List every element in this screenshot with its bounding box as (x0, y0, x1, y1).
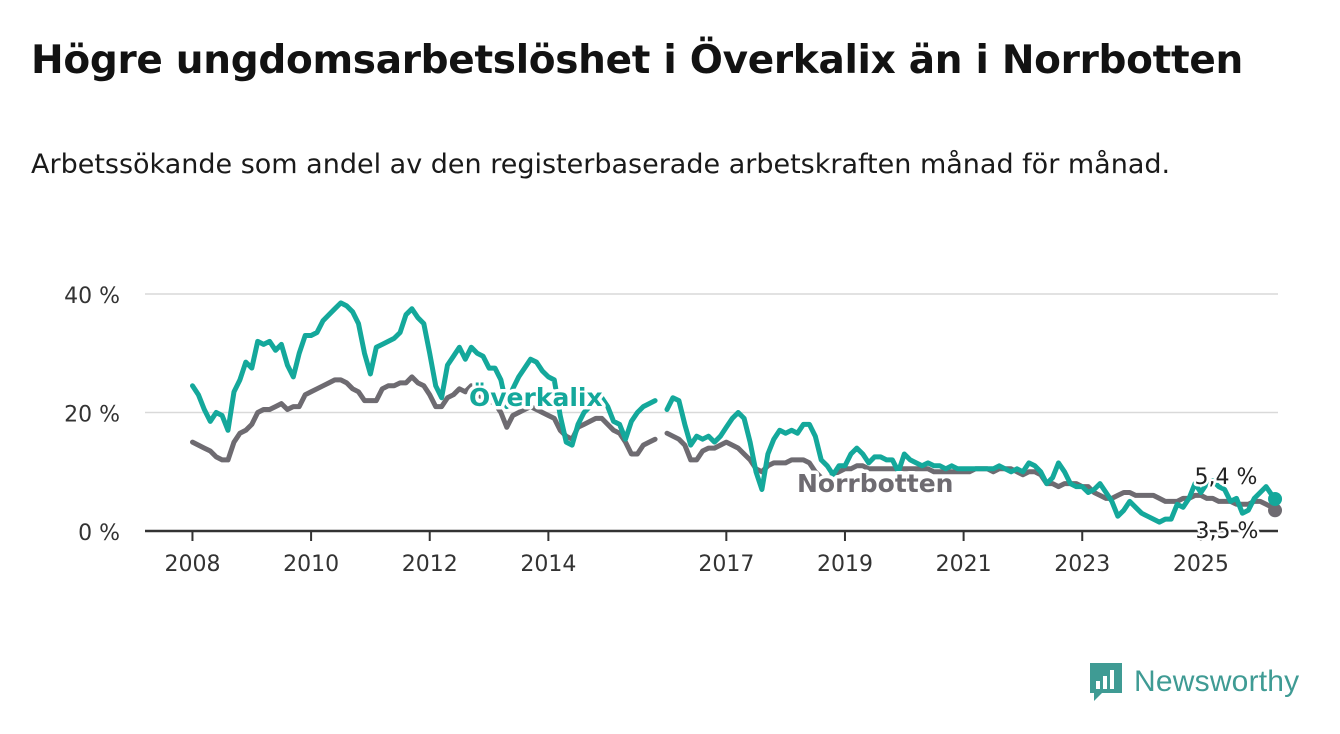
series-line-overkalix (664, 395, 1278, 525)
x-tick-label: 2017 (698, 552, 754, 577)
x-tick-label: 2025 (1173, 552, 1229, 577)
x-tick-label: 2014 (520, 552, 576, 577)
series-line-overkalix (190, 300, 658, 448)
end-label-overkalix: 5,4 % (1195, 465, 1258, 490)
end-point-overkalix (1268, 492, 1283, 507)
x-tick-label: 2010 (283, 552, 339, 577)
end-label-norrbotten-halo: 3,5 % (1196, 519, 1259, 544)
newsworthy-brand: Newsworthy (1088, 661, 1299, 703)
axes: 0 % 20 % 40 % 2008 2010 2012 2014 2017 2019 2021 2… (64, 284, 1278, 577)
series-label-norrbotten: Norrbotten (797, 469, 953, 498)
series-label-overkalix: Överkalix (469, 382, 603, 412)
y-tick-label: 0 % (78, 521, 120, 546)
x-tick-label: 2023 (1054, 552, 1110, 577)
line-chart: 0 % 20 % 40 % 2008 2010 2012 2014 2017 2019 2021 2… (64, 284, 1283, 577)
y-tick-label: 40 % (64, 284, 120, 309)
chart-subtitle: Arbetssökande som andel av den registerb… (31, 149, 1171, 180)
y-tick-label: 20 % (64, 403, 120, 428)
grid-lines (145, 293, 1278, 414)
brand-name: Newsworthy (1134, 665, 1300, 698)
x-tick-label: 2012 (402, 552, 458, 577)
x-tick-label: 2008 (164, 552, 220, 577)
x-tick-label: 2021 (936, 552, 992, 577)
x-tick-label: 2019 (817, 552, 873, 577)
end-label-overkalix-halo: 5,4 % (1195, 465, 1258, 490)
chart-title: Högre ungdomsarbetslöshet i Överkalix än… (31, 38, 1243, 83)
bar-chart-logo-icon (1090, 663, 1122, 701)
series-lines (190, 300, 1283, 525)
series-label-overkalix-halo: Överkalix (469, 382, 603, 412)
series-label-norrbotten-halo: Norrbotten (797, 469, 953, 498)
end-label-norrbotten: 3,5 % (1196, 519, 1259, 544)
end-point-norrbotten (1268, 503, 1283, 518)
